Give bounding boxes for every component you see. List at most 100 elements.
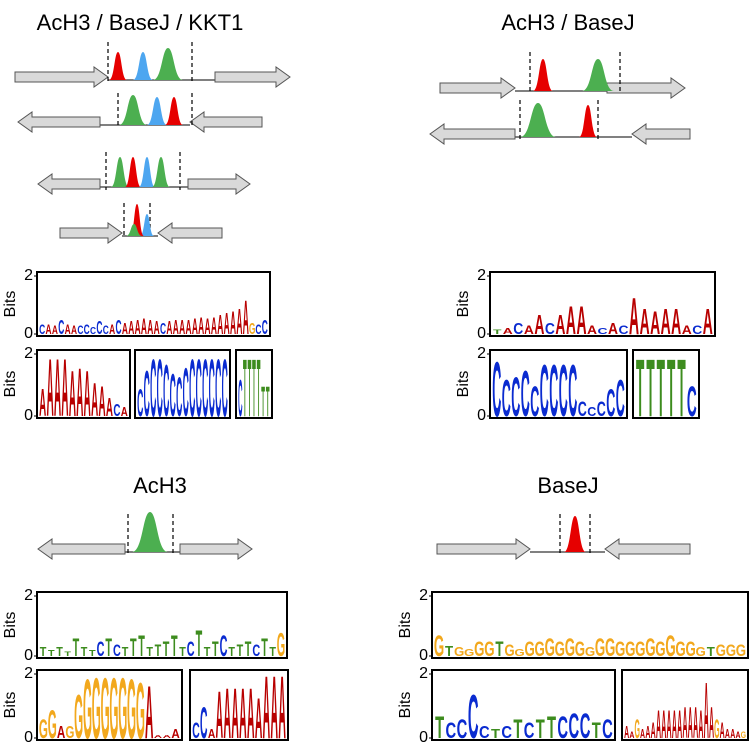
logo-letter: C <box>209 343 215 434</box>
logo-letter: T <box>646 343 654 434</box>
logo-letter: C <box>540 350 549 432</box>
logo-letter: G <box>605 635 615 662</box>
logo-letter: A <box>84 357 91 430</box>
logo-frame <box>621 669 749 741</box>
logo-letter: A <box>566 299 576 343</box>
logo-letter: G <box>726 642 736 661</box>
logo-letter: T <box>155 641 162 660</box>
logo-letter: C <box>222 343 228 434</box>
arrow <box>429 123 516 145</box>
logo-letter: A <box>239 674 246 750</box>
logo-letter: C <box>157 343 163 434</box>
logo-letter: G <box>675 637 685 661</box>
peak <box>533 59 553 91</box>
logo-letter: G <box>645 635 655 662</box>
logo-letter: T <box>536 713 545 744</box>
y-axis-label: Bits <box>397 612 414 639</box>
logo-letter: C <box>220 629 228 662</box>
arrow <box>436 538 531 560</box>
logo-letter: C <box>580 705 591 745</box>
logo-letter: C <box>58 317 64 339</box>
logo-letter: T <box>163 637 170 661</box>
logo-letter: A <box>640 727 645 742</box>
logo-letter: T <box>257 343 261 435</box>
panel-title: BaseJ <box>537 473 598 498</box>
arrow <box>631 123 691 145</box>
logo-letter: A <box>698 703 703 748</box>
logo-letter: A <box>211 313 217 340</box>
logo-letter: C <box>687 377 697 426</box>
y-tick-label: 0 <box>24 407 33 424</box>
logo-letter: G <box>484 637 494 661</box>
logo-letter: C <box>202 343 208 434</box>
logo-letter: C <box>183 356 189 432</box>
logo-letter: A <box>503 328 513 337</box>
logo-letter: C <box>479 723 490 743</box>
logo-letter: C <box>160 319 166 338</box>
logo-letter: T <box>81 645 88 659</box>
peak <box>147 97 167 125</box>
peak <box>564 516 586 552</box>
logo-letter: A <box>709 697 714 747</box>
logo-letter: C <box>587 404 596 419</box>
logo-letter: C <box>445 718 456 743</box>
logo-letter: C <box>200 698 207 748</box>
logo-letter: T <box>122 645 129 659</box>
panel-title: AcH3 / BaseJ <box>501 10 634 35</box>
logo-letter: T <box>171 629 178 662</box>
logo-letter: A <box>672 703 677 748</box>
logo-letter: G <box>136 667 145 750</box>
logo-letter: A <box>163 734 172 739</box>
logo-letter: G <box>65 723 74 743</box>
logo-letter: T <box>237 641 244 660</box>
logo-letter: G <box>615 637 625 661</box>
logo-letter: A <box>661 301 671 342</box>
logo-letter: A <box>69 357 76 430</box>
logo-letter: C <box>115 317 121 339</box>
y-tick-label: 0 <box>419 729 428 746</box>
logo-letter: T <box>40 645 47 659</box>
peak <box>119 95 147 125</box>
logo-letter: A <box>47 343 54 434</box>
y-tick-label: 2 <box>477 267 486 284</box>
logo-letter: G <box>48 703 57 748</box>
y-tick-label: 2 <box>24 665 33 682</box>
logo-letter: T <box>493 329 502 336</box>
y-axis-label: Bits <box>455 371 472 398</box>
logo-letter: A <box>645 722 650 742</box>
logo-letter: C <box>189 343 195 434</box>
y-axis-label: Bits <box>2 612 19 639</box>
y-tick-label: 2 <box>477 345 486 362</box>
logo-letter: A <box>91 374 98 427</box>
logo-letter: A <box>39 380 46 424</box>
panel-title: AcH3 / BaseJ / KKT1 <box>37 10 244 35</box>
logo-letter: A <box>76 354 83 431</box>
logo-letter: G <box>736 642 746 661</box>
logo-letter: C <box>176 367 182 429</box>
logo-letter: C <box>502 369 511 427</box>
logo-letter: A <box>629 730 634 740</box>
logo-letter: A <box>122 319 128 338</box>
logo-letter: C <box>90 325 96 336</box>
logo-letter: G <box>565 635 575 662</box>
arrow <box>59 222 123 244</box>
logo-letter: C <box>262 317 268 339</box>
logo-letter: T <box>89 649 96 658</box>
peak <box>109 52 127 80</box>
logo-letter: G <box>249 319 256 338</box>
logo-letter: A <box>57 723 66 743</box>
logo-letter: C <box>170 363 176 430</box>
logo-letter: C <box>492 346 501 433</box>
peak <box>582 59 614 91</box>
logo-letter: G <box>277 628 285 664</box>
logo-letter: A <box>198 313 204 340</box>
y-tick-label: 2 <box>24 587 33 604</box>
logo-letter: A <box>555 309 565 341</box>
logo-letter: A <box>141 314 147 339</box>
logo-letter: G <box>474 637 484 661</box>
logo-letter: T <box>547 711 556 745</box>
arrow <box>604 538 691 560</box>
peak <box>140 214 154 236</box>
logo-letter: A <box>608 320 618 338</box>
logo-letter: T <box>707 644 715 659</box>
